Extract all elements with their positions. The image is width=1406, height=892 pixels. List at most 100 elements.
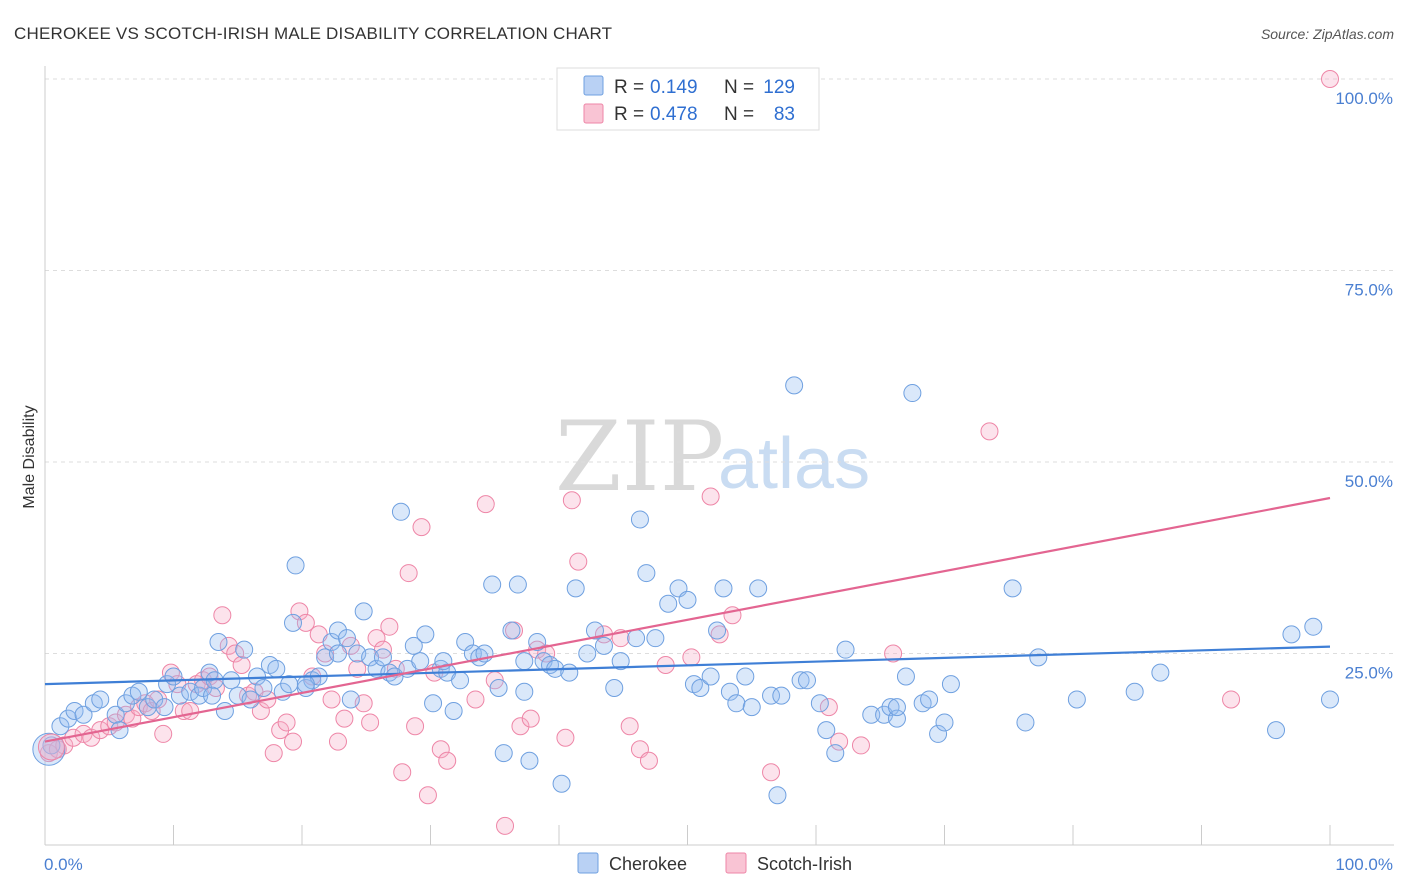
scotch-irish-point [264,744,283,763]
chart-source: Source: ZipAtlas.com [1261,26,1394,42]
x-tick-label: 0.0% [44,855,83,874]
cherokee-point [502,621,521,640]
cherokee-point [817,721,836,740]
cherokee-point [1267,721,1286,740]
cherokee-point [605,678,624,697]
cherokee-trend-line [44,645,1331,686]
cherokee-point [678,590,697,609]
scotch-irish-point [1222,690,1241,709]
cherokee-point [929,724,948,743]
cherokee-point [566,579,585,598]
scotch-irish-point [271,721,290,740]
scotch-irish-point [819,698,838,717]
cherokee-point [798,671,817,690]
scotch-irish-point [399,564,418,583]
cherokee-point [691,678,710,697]
cherokee-point [337,629,356,648]
cherokee-point [515,682,534,701]
cherokee-point [248,667,267,686]
scotch-irish-point [367,629,386,648]
cherokee-point [411,652,430,671]
cherokee-point [1321,690,1339,709]
cherokee-point [772,686,791,705]
cherokee-point [836,640,855,659]
scotch-irish-point [639,751,658,770]
scotch-irish-point [438,751,457,770]
cherokee-point [51,717,70,736]
scotch-irish-point [980,422,999,441]
cherokee-point [826,744,845,763]
cherokee-point [65,701,84,720]
cherokee-point [903,384,922,403]
scotch-irish-point [181,701,200,720]
cherokee-point [1304,617,1323,636]
legend-n-label: N = [724,104,754,125]
scotch-irish-point [149,690,168,709]
scotch-irish-point [226,644,245,663]
x-tick-labels: 0.0% 100.0% [44,855,1393,874]
cherokee-point [637,564,656,583]
scotch-irish-point [322,690,341,709]
cherokee-point [1016,713,1035,732]
scotch-irish-point [412,518,431,537]
cherokee-point [627,629,646,648]
legend-n-label: N = [724,77,754,98]
scotch-irish-point [348,659,367,678]
scotch-irish-point [884,644,903,663]
cherokee-point [736,667,755,686]
cherokee-point [1282,625,1301,644]
cherokee-point [341,690,360,709]
scotch-irish-point [316,644,335,663]
cherokee-point [611,652,630,671]
trend-lines [44,496,1331,743]
cherokee-point [1067,690,1086,709]
cherokee-point [451,671,470,690]
cherokee-point [170,686,189,705]
y-tick-label: 50.0% [1345,472,1393,491]
scotch-irish-point [556,728,575,747]
scotch-irish-point [277,713,296,732]
cherokee-point [935,713,954,732]
bottom-legend: Cherokee Scotch-Irish [577,852,852,874]
cherokee-point [145,690,164,709]
watermark-atlas: atlas [718,424,870,504]
cherokee-point [222,671,241,690]
cherokee-point [416,625,435,644]
cherokee-point [235,640,254,659]
cherokee-point [560,663,579,682]
scotch-irish-point [37,733,65,761]
cherokee-point [578,644,597,663]
legend-r-label: R = [614,77,644,98]
legend-n-value: 129 [763,77,795,98]
scotch-irish-point [393,763,412,782]
cherokee-point [520,751,539,770]
cherokee-point [404,636,423,655]
scotch-irish-point [251,701,270,720]
scotch-irish-point [569,552,588,571]
cherokee-point [164,667,183,686]
cherokee-point [862,705,881,724]
cherokee-point [106,705,125,724]
legend-r-value: 0.478 [650,104,698,125]
cherokee-point [701,667,720,686]
x-tick-label: 100.0% [1335,855,1393,874]
cherokee-point [444,701,463,720]
cherokee-point [284,613,303,632]
cherokee-point [391,502,410,521]
scotch-irish-point [232,655,251,674]
cherokee-point [749,579,768,598]
scotch-irish-point [380,617,399,636]
scotch-irish-point [219,636,238,655]
scotch-irish-point [335,709,354,728]
axes [44,66,1394,846]
scotch-irish-point [476,495,495,514]
cherokee-point [659,594,678,613]
cherokee-point [215,701,234,720]
cherokee-point [896,667,915,686]
scotch-irish-point [418,786,437,805]
cherokee-point [714,579,733,598]
y-tick-label: 75.0% [1345,281,1393,300]
cherokee-point [887,698,906,717]
cherokee-point [508,575,527,594]
bottom-legend-label-scotch-irish: Scotch-Irish [757,854,852,874]
